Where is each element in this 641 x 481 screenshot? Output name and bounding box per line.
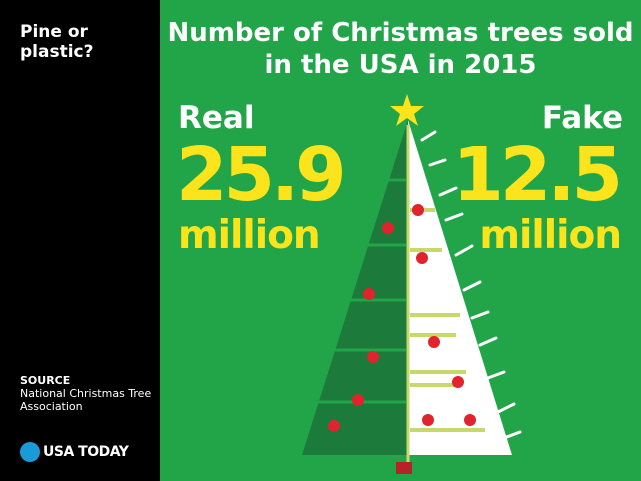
christmas-tree-icon	[302, 94, 522, 474]
fake-spikes	[420, 130, 522, 440]
real-tree-half	[302, 120, 408, 455]
logo-text: USA TODAY	[43, 444, 129, 460]
sidebar-title: Pine or plastic?	[20, 22, 94, 62]
category-label-real: Real	[178, 100, 255, 136]
sidebar: Pine or plastic? SOURCE National Christm…	[0, 0, 160, 481]
source-note: SOURCE National Christmas Tree Associati…	[20, 374, 155, 413]
unit-label-fake: million	[479, 213, 622, 258]
tree-stand	[396, 462, 412, 474]
category-label-fake: Fake	[541, 100, 623, 136]
unit-label-real: million	[178, 213, 321, 258]
source-text: National Christmas Tree Association	[20, 387, 152, 413]
usa-today-logo: USA TODAY	[20, 441, 129, 463]
chart-title: Number of Christmas trees sold in the US…	[167, 18, 634, 80]
logo-dot-icon	[20, 442, 40, 462]
chart-panel: Number of Christmas trees sold in the US…	[160, 0, 641, 481]
value-label-real: 25.9	[176, 132, 347, 218]
star-icon	[390, 94, 424, 126]
fake-branch-lines	[410, 208, 485, 432]
real-branch-lines	[314, 178, 406, 404]
ornaments	[328, 204, 476, 432]
source-label: SOURCE	[20, 374, 71, 387]
value-label-fake: 12.5	[452, 132, 623, 218]
